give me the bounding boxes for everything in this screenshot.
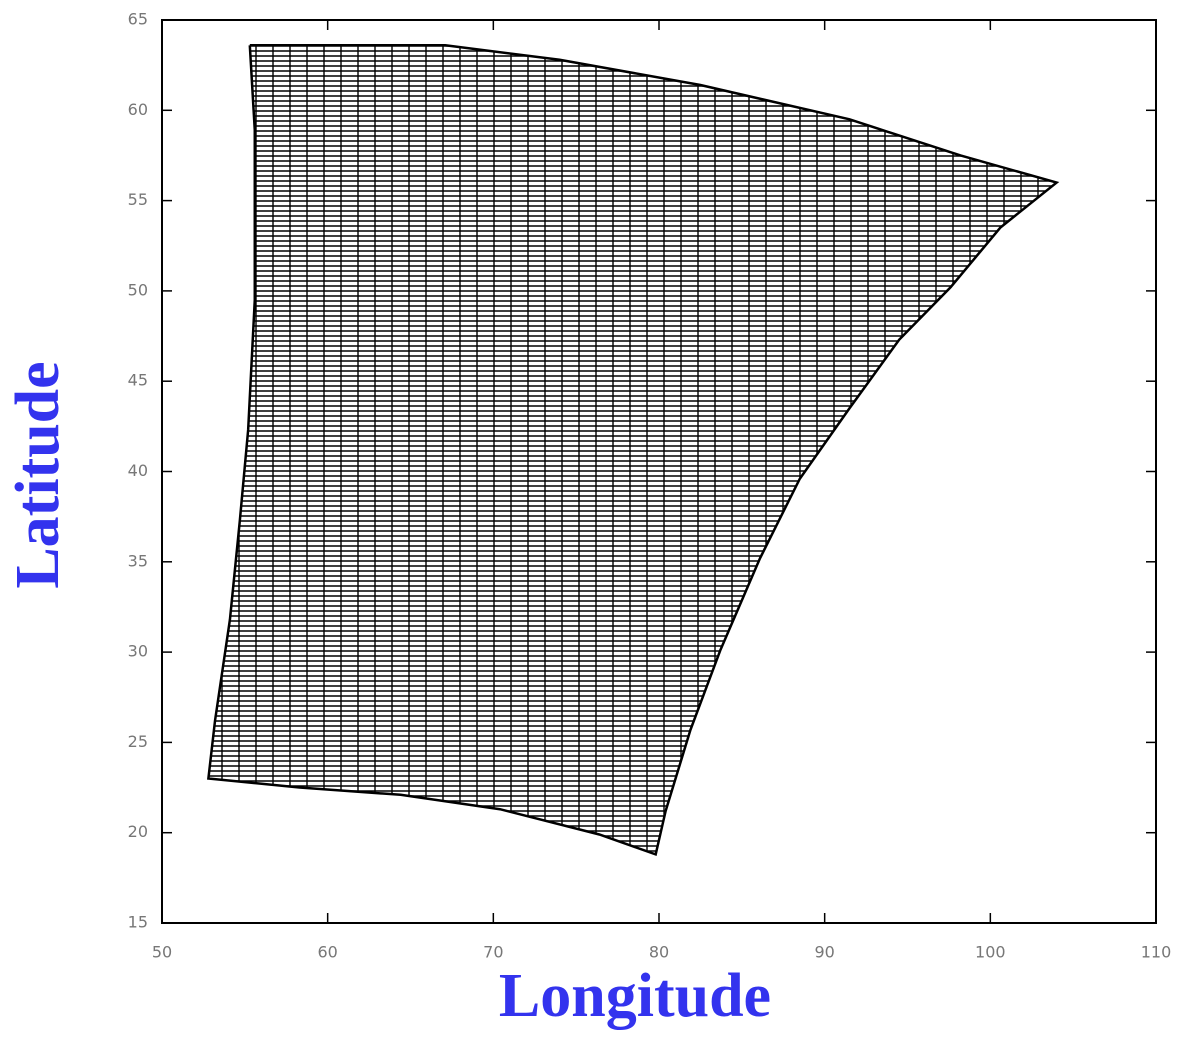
x-tick-label: 60: [317, 943, 337, 962]
x-tick-label: 50: [152, 943, 172, 962]
y-tick-label: 65: [128, 10, 148, 29]
y-tick-label: 30: [128, 642, 148, 661]
y-axis-label: Latitude: [4, 361, 72, 588]
y-tick-label: 35: [128, 551, 148, 570]
y-tick-label: 45: [128, 371, 148, 390]
x-tick-label: 110: [1141, 943, 1172, 962]
x-tick-label: 70: [483, 943, 503, 962]
x-tick-label: 90: [814, 943, 834, 962]
x-axis-label: Longitude: [499, 962, 771, 1030]
y-tick-label: 50: [128, 280, 148, 299]
y-tick-label: 60: [128, 100, 148, 119]
y-tick-label: 15: [128, 913, 148, 932]
x-tick-label: 80: [649, 943, 669, 962]
footprint: [207, 44, 1060, 857]
y-tick-label: 25: [128, 732, 148, 751]
y-tick-label: 40: [128, 461, 148, 480]
y-tick-label: 20: [128, 822, 148, 841]
y-tick-label: 55: [128, 190, 148, 209]
x-tick-label: 100: [975, 943, 1006, 962]
